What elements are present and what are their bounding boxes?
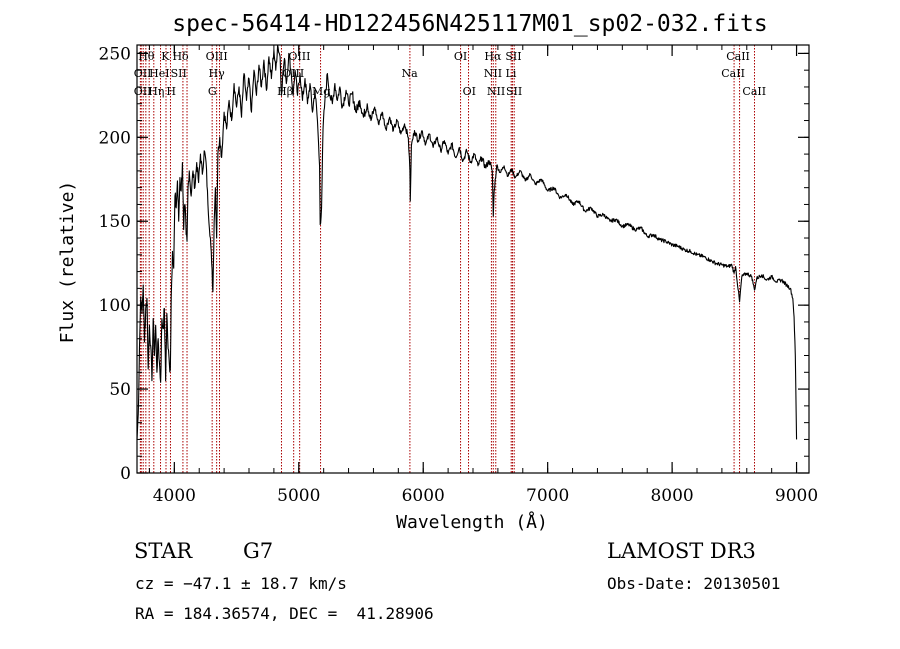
chart-title: spec-56414-HD122456N425117M01_sp02-032.f… [172,11,767,37]
y-tick-label: 200 [99,128,131,148]
x-tick-label: 8000 [650,486,693,506]
line-label: SII [171,67,187,80]
survey-name: LAMOST DR3 [607,539,756,563]
line-label: OI [454,50,467,63]
x-tick-label: 6000 [402,486,445,506]
object-class: STAR [134,539,193,563]
flux-series [136,44,798,440]
x-tick-label: 9000 [775,486,818,506]
line-label: CaII [726,50,750,63]
line-label: Hγ [209,67,226,80]
line-label: SII [506,85,522,98]
line-label: Na [401,67,418,80]
line-label: Li [506,67,517,80]
line-label: NII [484,67,502,80]
redshift-velocity: cz = −47.1 ± 18.7 km/s [135,574,347,593]
line-label: Hβ [277,85,293,98]
x-tick-label: 5000 [277,486,320,506]
line-label: H [166,85,176,98]
line-label: CaII [721,67,745,80]
line-label: OI [463,85,476,98]
spectral-line-markers [139,45,755,473]
line-label: OII [134,85,152,98]
line-label: Hα [484,50,502,63]
line-label: Hη [148,85,164,98]
line-label: Hδ [172,50,189,63]
subclass: G7 [243,539,274,563]
plot-axes: 4000 5000 6000 7000 8000 9000 0 50 100 150 200 250 [99,44,819,506]
line-label: HeI [149,67,169,80]
y-tick-label: 50 [109,380,131,400]
y-tick-label: 100 [99,296,131,316]
x-tick-label: 7000 [526,486,569,506]
y-tick-label: 150 [99,212,131,232]
line-label: K [161,50,170,63]
line-label: NII [487,85,505,98]
y-axis-label: Flux (relative) [57,181,78,344]
line-label: CaII [742,85,766,98]
line-label: G [208,85,217,98]
x-axis-label: Wavelength (Å) [396,511,548,533]
line-label: Hθ [138,50,155,63]
line-label: OIII [288,50,310,63]
line-label: SII [505,50,521,63]
y-tick-label: 250 [99,44,131,64]
flux-line [136,44,798,440]
coordinates: RA = 184.36574, DEC = 41.28906 [135,604,434,623]
observation-date: Obs-Date: 20130501 [607,574,781,593]
y-tick-label: 0 [120,464,131,484]
line-label: OIII [206,50,228,63]
x-tick-label: 4000 [153,486,196,506]
